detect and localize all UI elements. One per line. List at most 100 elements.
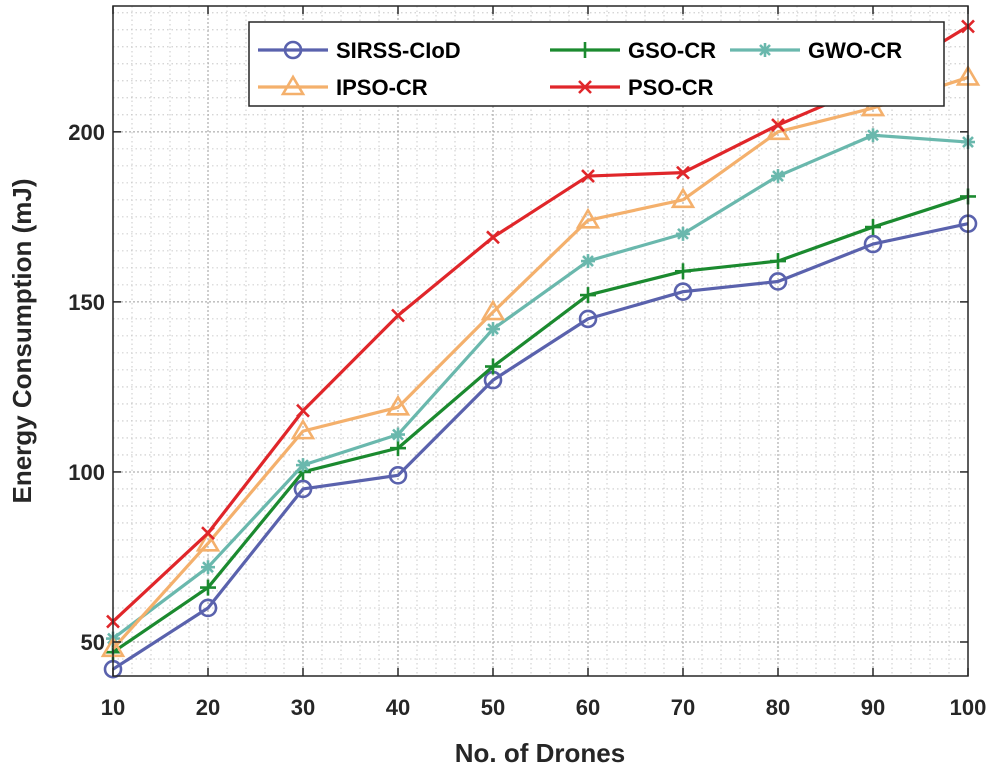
data-point [581, 254, 595, 269]
data-point [391, 427, 405, 442]
legend-label: PSO-CR [628, 75, 714, 100]
marker-shape [863, 234, 883, 254]
data-point [485, 358, 501, 375]
data-point [201, 560, 215, 575]
x-tick-label: 90 [861, 695, 885, 720]
marker-shape [480, 299, 506, 321]
data-point [390, 440, 406, 457]
x-tick-label: 50 [481, 695, 505, 720]
data-point [385, 394, 411, 416]
y-axis-label: Energy Consumption (mJ) [7, 178, 37, 503]
data-point [486, 322, 500, 337]
marker-shape [202, 561, 214, 574]
marker-shape [581, 169, 595, 183]
data-point [768, 272, 788, 291]
marker-shape [578, 80, 592, 94]
data-point [581, 169, 595, 183]
data-point [198, 598, 218, 618]
data-point [296, 403, 310, 418]
data-point [676, 226, 690, 241]
marker-shape [391, 308, 405, 323]
x-tick-label: 100 [950, 695, 987, 720]
marker-shape [673, 282, 693, 301]
data-point [480, 299, 506, 321]
marker-shape [198, 598, 218, 618]
data-point [296, 458, 310, 473]
data-point [195, 530, 221, 552]
data-point [575, 207, 601, 229]
y-tick-label: 50 [81, 630, 105, 655]
marker-shape [676, 165, 690, 180]
x-tick-label: 70 [671, 695, 695, 720]
marker-shape [487, 323, 499, 336]
marker-shape [575, 207, 601, 229]
x-tick-label: 20 [196, 695, 220, 720]
marker-shape [582, 255, 594, 267]
legend-entry-sirss-ciod: SIRSS-CIoD [258, 38, 461, 63]
legend-entry-pso-cr: PSO-CR [550, 75, 714, 100]
data-point [580, 287, 596, 304]
data-point [673, 282, 693, 301]
legend-entry-gwo-cr: GWO-CR [730, 38, 902, 63]
data-point [670, 187, 696, 209]
y-tick-label: 100 [68, 460, 105, 485]
y-tick-label: 200 [68, 120, 105, 145]
series-ipso-cr [100, 64, 981, 658]
series-line [112, 194, 969, 654]
y-tick-label: 150 [68, 290, 105, 315]
data-point [866, 128, 880, 143]
plot-background [113, 6, 968, 676]
legend: SIRSS-CIoD GSO-CR GWO-CR IPSO-CR PSO-CR [248, 21, 945, 107]
x-tick-label: 40 [386, 695, 410, 720]
x-tick-label: 80 [766, 695, 790, 720]
legend-label: GSO-CR [628, 38, 716, 63]
plot-frame [112, 5, 969, 677]
legend-marker [578, 80, 592, 94]
marker-shape [392, 428, 404, 441]
marker-shape [297, 459, 309, 472]
marker-shape [867, 129, 879, 142]
marker-shape [772, 170, 784, 182]
marker-shape [670, 187, 696, 209]
legend-box [248, 21, 945, 107]
x-tick-label: 30 [291, 695, 315, 720]
data-point [290, 418, 316, 440]
series-gwo-cr [106, 128, 975, 646]
data-point [388, 466, 408, 485]
data-point [863, 234, 883, 254]
x-axis-label: No. of Drones [455, 738, 625, 768]
legend-marker [280, 74, 306, 96]
series-line [112, 133, 969, 640]
legend-marker [577, 42, 593, 58]
marker-shape [293, 479, 313, 499]
data-point [676, 165, 690, 180]
marker-shape [296, 403, 310, 418]
data-point [391, 308, 405, 323]
data-point [771, 118, 785, 132]
marker-shape [677, 227, 689, 240]
legend-entry-ipso-cr: IPSO-CR [258, 74, 428, 100]
data-point [770, 253, 786, 270]
marker-shape [759, 44, 771, 56]
data-point [293, 479, 313, 499]
x-tick-label: 10 [101, 695, 125, 720]
data-point [865, 219, 881, 236]
marker-shape [385, 394, 411, 416]
series-line [112, 222, 969, 671]
major-grid [112, 6, 969, 676]
legend-marker [283, 40, 303, 60]
marker-shape [578, 309, 598, 329]
marker-shape [290, 418, 316, 440]
marker-shape [195, 530, 221, 552]
marker-shape [771, 118, 785, 132]
series-line [111, 75, 969, 650]
legend-entry-gso-cr: GSO-CR [550, 38, 716, 63]
marker-shape [388, 466, 408, 485]
marker-shape [486, 230, 500, 245]
legend-label: GWO-CR [808, 38, 902, 63]
marker-shape [768, 272, 788, 291]
data-point [200, 579, 216, 596]
legend-marker [758, 43, 772, 57]
data-point [675, 263, 691, 280]
marker-shape [280, 74, 306, 96]
